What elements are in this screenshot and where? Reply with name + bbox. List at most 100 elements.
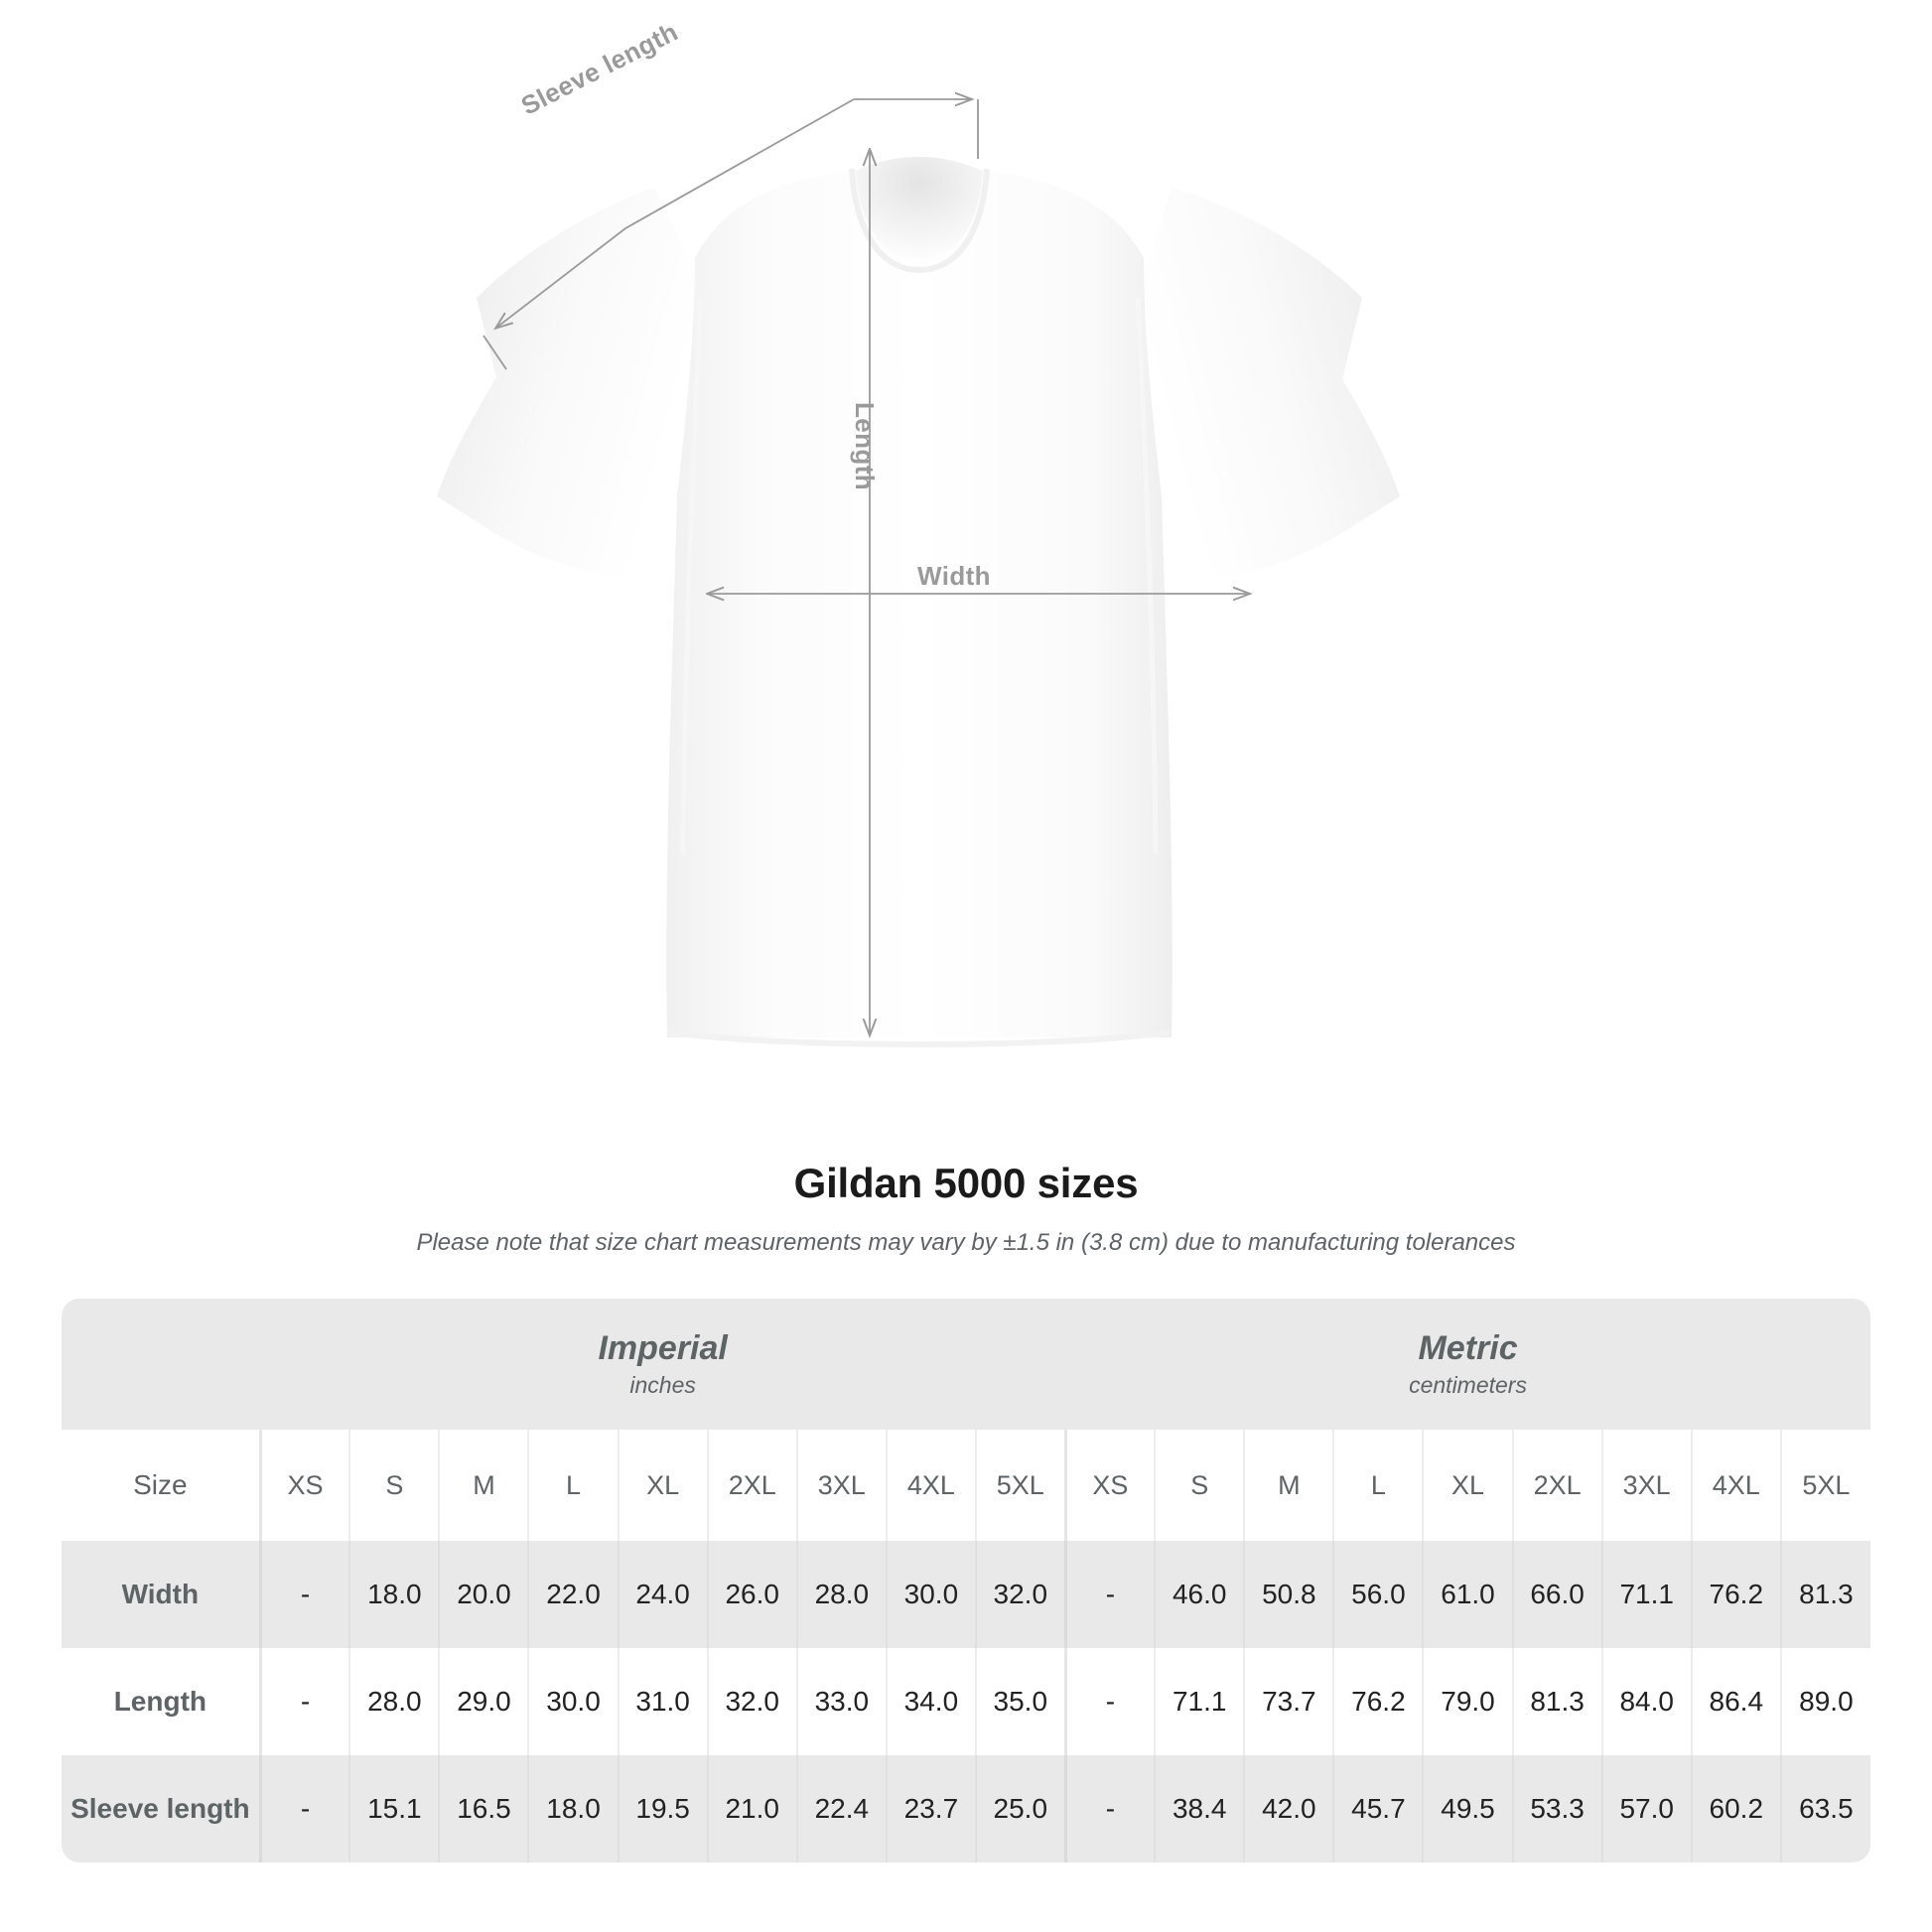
imperial-unit: inches bbox=[629, 1372, 696, 1399]
length-imperial-0: - bbox=[258, 1648, 350, 1755]
width-imperial-4: 24.0 bbox=[617, 1541, 708, 1648]
table-row: Sleeve length - 15.1 16.5 18.0 19.5 21.0… bbox=[62, 1755, 1870, 1863]
width-imperial-0: - bbox=[258, 1541, 350, 1648]
width-imperial-2: 20.0 bbox=[438, 1541, 529, 1648]
length-metric-4: 79.0 bbox=[1422, 1648, 1513, 1755]
size-header-metric-7: 4XL bbox=[1690, 1430, 1781, 1541]
width-label: Width bbox=[917, 561, 991, 591]
sleeve-metric-3: 45.7 bbox=[1332, 1755, 1424, 1863]
size-table-wrapper: Imperial inches Metric centimeters Size … bbox=[62, 1299, 1870, 1863]
length-metric-7: 86.4 bbox=[1690, 1648, 1781, 1755]
sleeve-imperial-1: 15.1 bbox=[348, 1755, 440, 1863]
size-header-imperial-2: M bbox=[438, 1430, 529, 1541]
metric-banner: Metric centimeters bbox=[1065, 1299, 1870, 1430]
size-header-metric-5: 2XL bbox=[1511, 1430, 1602, 1541]
sleeve-metric-1: 38.4 bbox=[1154, 1755, 1245, 1863]
size-table: Imperial inches Metric centimeters Size … bbox=[62, 1299, 1870, 1863]
size-header-imperial-4: XL bbox=[617, 1430, 708, 1541]
size-header-metric-4: XL bbox=[1422, 1430, 1513, 1541]
unit-banner-spacer bbox=[62, 1299, 261, 1430]
tshirt-shape bbox=[437, 157, 1400, 1047]
tshirt-diagram: Sleeve length Length Width bbox=[437, 0, 1400, 1047]
table-row: Length - 28.0 29.0 30.0 31.0 32.0 33.0 3… bbox=[62, 1648, 1870, 1755]
tshirt-illustration bbox=[437, 0, 1400, 1047]
sleeve-imperial-7: 23.7 bbox=[885, 1755, 976, 1863]
sleeve-metric-5: 53.3 bbox=[1511, 1755, 1602, 1863]
width-imperial-6: 28.0 bbox=[795, 1541, 887, 1648]
width-imperial-7: 30.0 bbox=[885, 1541, 976, 1648]
length-metric-6: 84.0 bbox=[1600, 1648, 1692, 1755]
size-header-metric-3: L bbox=[1332, 1430, 1424, 1541]
imperial-name: Imperial bbox=[598, 1328, 728, 1367]
length-imperial-5: 32.0 bbox=[706, 1648, 797, 1755]
table-row: Width - 18.0 20.0 22.0 24.0 26.0 28.0 30… bbox=[62, 1541, 1870, 1648]
sleeve-length-dimension bbox=[483, 99, 979, 370]
sleeve-metric-8: 63.5 bbox=[1779, 1755, 1870, 1863]
row-label-width: Width bbox=[62, 1541, 261, 1648]
width-imperial-5: 26.0 bbox=[706, 1541, 797, 1648]
width-metric-6: 71.1 bbox=[1600, 1541, 1692, 1648]
width-imperial-8: 32.0 bbox=[974, 1541, 1066, 1648]
sleeve-metric-4: 49.5 bbox=[1422, 1755, 1513, 1863]
sleeve-imperial-5: 21.0 bbox=[706, 1755, 797, 1863]
length-imperial-4: 31.0 bbox=[617, 1648, 708, 1755]
size-header-label: Size bbox=[62, 1430, 261, 1541]
width-metric-3: 56.0 bbox=[1332, 1541, 1424, 1648]
size-header-imperial-3: L bbox=[527, 1430, 619, 1541]
size-header-imperial-1: S bbox=[348, 1430, 440, 1541]
width-imperial-1: 18.0 bbox=[348, 1541, 440, 1648]
length-imperial-1: 28.0 bbox=[348, 1648, 440, 1755]
length-metric-1: 71.1 bbox=[1154, 1648, 1245, 1755]
size-header-metric-8: 5XL bbox=[1779, 1430, 1870, 1541]
size-header-row: Size XS S M L XL 2XL 3XL 4XL 5XL XS S M … bbox=[62, 1430, 1870, 1541]
unit-banner-row: Imperial inches Metric centimeters bbox=[62, 1299, 1870, 1430]
width-metric-1: 46.0 bbox=[1154, 1541, 1245, 1648]
width-metric-5: 66.0 bbox=[1511, 1541, 1602, 1648]
width-metric-8: 81.3 bbox=[1779, 1541, 1870, 1648]
width-metric-2: 50.8 bbox=[1243, 1541, 1334, 1648]
page-title: Gildan 5000 sizes bbox=[793, 1160, 1139, 1206]
metric-unit: centimeters bbox=[1409, 1372, 1527, 1399]
title-block: Gildan 5000 sizes Please note that size … bbox=[0, 1160, 1932, 1257]
width-metric-0: - bbox=[1063, 1541, 1156, 1648]
length-metric-0: - bbox=[1063, 1648, 1156, 1755]
size-header-imperial-7: 4XL bbox=[885, 1430, 976, 1541]
sleeve-imperial-2: 16.5 bbox=[438, 1755, 529, 1863]
length-imperial-8: 35.0 bbox=[974, 1648, 1066, 1755]
row-label-length: Length bbox=[62, 1648, 261, 1755]
sleeve-metric-6: 57.0 bbox=[1600, 1755, 1692, 1863]
size-header-metric-6: 3XL bbox=[1600, 1430, 1692, 1541]
sleeve-metric-2: 42.0 bbox=[1243, 1755, 1334, 1863]
sleeve-metric-7: 60.2 bbox=[1690, 1755, 1781, 1863]
length-imperial-7: 34.0 bbox=[885, 1648, 976, 1755]
size-header-imperial-0: XS bbox=[258, 1430, 350, 1541]
imperial-banner: Imperial inches bbox=[260, 1299, 1066, 1430]
size-header-metric-0: XS bbox=[1063, 1430, 1156, 1541]
width-metric-4: 61.0 bbox=[1422, 1541, 1513, 1648]
size-header-imperial-8: 5XL bbox=[974, 1430, 1066, 1541]
tolerance-note: Please note that size chart measurements… bbox=[416, 1229, 1516, 1256]
width-imperial-3: 22.0 bbox=[527, 1541, 619, 1648]
length-label: Length bbox=[850, 402, 880, 491]
metric-name: Metric bbox=[1418, 1328, 1518, 1367]
length-metric-5: 81.3 bbox=[1511, 1648, 1602, 1755]
row-label-sleeve-length: Sleeve length bbox=[62, 1755, 261, 1863]
length-metric-8: 89.0 bbox=[1779, 1648, 1870, 1755]
sleeve-imperial-8: 25.0 bbox=[974, 1755, 1066, 1863]
length-imperial-3: 30.0 bbox=[527, 1648, 619, 1755]
size-header-metric-1: S bbox=[1154, 1430, 1245, 1541]
length-metric-2: 73.7 bbox=[1243, 1648, 1334, 1755]
sleeve-imperial-6: 22.4 bbox=[795, 1755, 887, 1863]
length-imperial-2: 29.0 bbox=[438, 1648, 529, 1755]
sleeve-imperial-3: 18.0 bbox=[527, 1755, 619, 1863]
size-header-imperial-6: 3XL bbox=[795, 1430, 887, 1541]
length-imperial-6: 33.0 bbox=[795, 1648, 887, 1755]
size-header-imperial-5: 2XL bbox=[706, 1430, 797, 1541]
sleeve-imperial-4: 19.5 bbox=[617, 1755, 708, 1863]
size-header-metric-2: M bbox=[1243, 1430, 1334, 1541]
length-metric-3: 76.2 bbox=[1332, 1648, 1424, 1755]
width-metric-7: 76.2 bbox=[1690, 1541, 1781, 1648]
sleeve-imperial-0: - bbox=[258, 1755, 350, 1863]
sleeve-metric-0: - bbox=[1063, 1755, 1156, 1863]
